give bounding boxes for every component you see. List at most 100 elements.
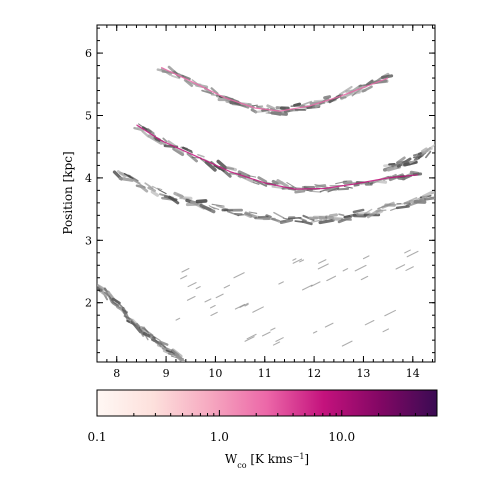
emission-streak xyxy=(197,153,205,158)
emission-streak xyxy=(302,214,315,222)
colorbar-tick-label: 10.0 xyxy=(328,430,355,444)
emission-fragment xyxy=(239,302,249,308)
emission-streak xyxy=(167,140,177,148)
emission-streak xyxy=(241,174,255,183)
x-tick-label: 12 xyxy=(307,367,321,380)
y-tick-label: 2 xyxy=(85,297,92,310)
emission-streak xyxy=(127,174,139,183)
emission-streak xyxy=(159,340,169,346)
emission-streak xyxy=(204,160,217,172)
emission-streak xyxy=(199,203,216,214)
emission-streak xyxy=(352,208,365,214)
emission-fragment xyxy=(382,328,390,333)
emission-fragment xyxy=(215,293,224,299)
emission-fragment xyxy=(181,267,190,273)
emission-streak xyxy=(142,331,156,340)
emission-streak xyxy=(294,220,304,223)
emission-streak xyxy=(425,150,432,159)
emission-streak xyxy=(266,104,276,110)
emission-streak xyxy=(147,186,157,193)
emission-streak xyxy=(375,209,387,212)
emission-streak xyxy=(276,179,289,188)
colorbar-tick-label: 1.0 xyxy=(210,430,229,444)
emission-streak xyxy=(211,206,220,211)
x-tick-label: 14 xyxy=(406,367,420,380)
emission-streak xyxy=(226,166,237,172)
emission-fragment xyxy=(299,259,305,263)
x-tick-label: 11 xyxy=(258,367,272,380)
emission-streak xyxy=(412,153,420,157)
emission-streak xyxy=(395,205,410,210)
feature-lower-arc xyxy=(112,170,435,226)
emission-streak xyxy=(325,215,334,220)
emission-streak xyxy=(111,302,118,307)
emission-streak xyxy=(172,147,185,157)
emission-streak xyxy=(181,74,191,81)
emission-fragment xyxy=(233,272,245,279)
colorbar-label: Wco [K kms−1] xyxy=(225,452,309,470)
emission-streak xyxy=(141,130,150,138)
emission-streak xyxy=(150,190,160,197)
y-tick-label: 5 xyxy=(85,109,92,122)
emission-fragment xyxy=(317,263,329,270)
emission-streak xyxy=(226,210,240,217)
emission-fragment xyxy=(342,268,349,272)
emission-fragment xyxy=(326,275,337,282)
emission-fragment xyxy=(186,295,196,301)
emission-streak xyxy=(252,181,260,185)
colorbar-label-sub: co xyxy=(237,461,246,470)
emission-streak xyxy=(271,217,281,223)
emission-streak xyxy=(343,185,353,189)
plot-area: 8 9 10 11 12 13 14 2 3 4 5 6 xyxy=(85,24,436,380)
feature-middle-arc xyxy=(133,123,423,194)
emission-streak xyxy=(323,95,332,100)
emission-streak xyxy=(328,213,338,218)
emission-streak xyxy=(157,187,163,191)
emission-fragment xyxy=(404,249,411,254)
emission-streak xyxy=(177,193,185,198)
emission-streak xyxy=(300,100,313,107)
emission-fragment xyxy=(354,264,367,272)
emission-streak xyxy=(338,213,345,217)
emission-fragment xyxy=(312,330,318,334)
emission-streak xyxy=(139,184,149,193)
emission-fragment xyxy=(234,303,246,310)
x-axis: 8 9 10 11 12 13 14 xyxy=(96,25,434,380)
emission-streak xyxy=(171,74,181,80)
emission-streak xyxy=(327,187,340,193)
emission-streak xyxy=(123,315,133,321)
emission-fragment xyxy=(261,331,271,337)
emission-streak xyxy=(147,128,155,135)
emission-streak xyxy=(419,197,426,202)
emission-streak xyxy=(368,181,374,184)
emission-streak xyxy=(210,87,219,95)
emission-fragment xyxy=(180,275,188,280)
emission-streak xyxy=(273,211,285,219)
emission-streak xyxy=(168,195,180,205)
emission-streak xyxy=(405,202,411,207)
emission-fragment xyxy=(223,284,231,289)
colorbar-ticks: 0.1 1.0 10.0 xyxy=(87,410,438,444)
emission-streak xyxy=(318,215,328,221)
emission-fragment xyxy=(246,333,257,340)
emission-streak xyxy=(149,333,161,342)
emission-streak xyxy=(218,166,232,178)
emission-streak xyxy=(282,217,291,220)
y-axis-label: Position [kpc] xyxy=(61,151,75,234)
emission-fragment xyxy=(210,311,218,317)
emission-streak xyxy=(375,209,384,215)
emission-streak xyxy=(187,149,193,154)
colorbar-label-main: W xyxy=(225,452,238,466)
emission-fragment xyxy=(275,337,284,342)
emission-fragment xyxy=(244,336,255,342)
emission-fragment xyxy=(195,286,201,290)
y-tick-label: 4 xyxy=(85,172,92,185)
emission-streak xyxy=(195,199,208,204)
emission-streak xyxy=(118,176,134,182)
emission-streak xyxy=(215,204,228,211)
x-tick-label: 10 xyxy=(208,367,222,380)
feature-upper-arc xyxy=(156,65,394,117)
emission-streak xyxy=(158,189,167,195)
x-tick-label: 9 xyxy=(163,367,170,380)
emission-fragment xyxy=(278,281,284,285)
